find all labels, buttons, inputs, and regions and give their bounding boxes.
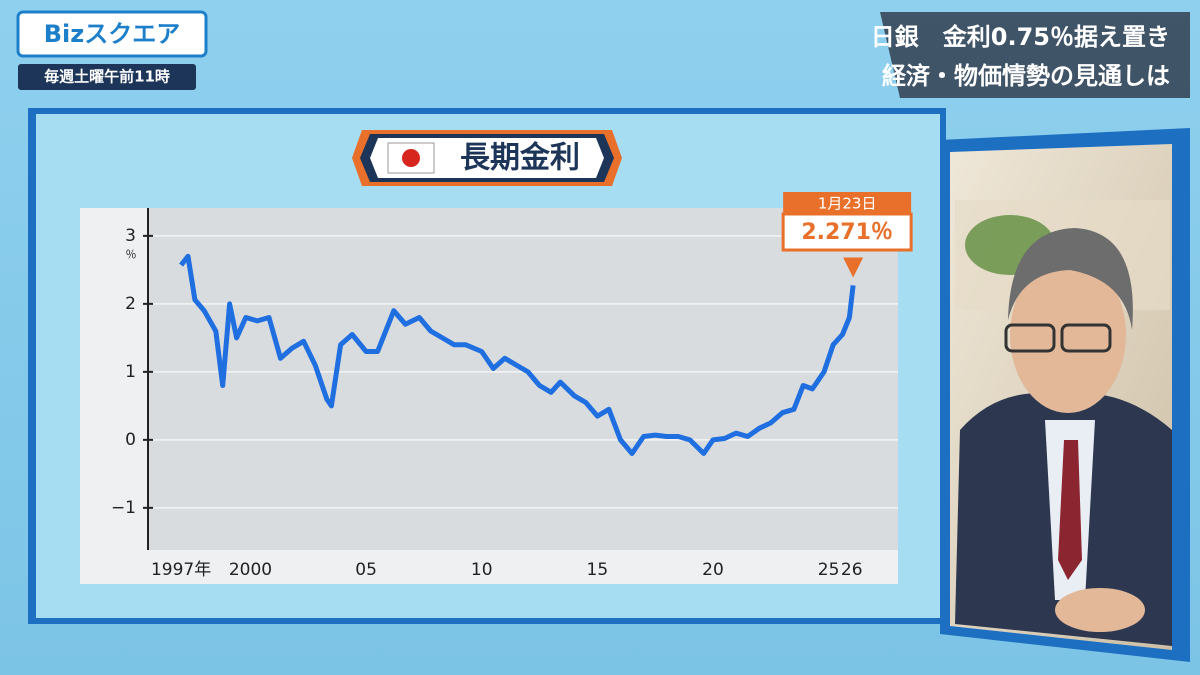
presenter-photo [940,128,1190,662]
chart-title-plate: 長期金利 [352,130,622,186]
schedule: 毎週土曜午前11時 [44,68,170,86]
callout-value: 2.271％ [801,220,893,245]
headline: 経済・物価情勢の見通しは [882,62,1170,90]
callout-body [781,212,913,252]
callout-head [783,192,912,214]
y-unit: ％ [126,248,137,261]
x-tick-label: 1997年 [151,560,211,580]
x-tick-label: 10 [471,560,493,580]
x-tick-label: 15 [587,560,609,580]
x-tick-label: 2000 [229,560,272,580]
plot-area [148,208,898,550]
y-tick-label: 2 [125,294,136,314]
logo: Bizスクエア 毎週土曜午前11時 [16,10,208,90]
x-tick-label: 05 [355,560,377,580]
callout-pointer [843,257,864,278]
data-line [179,253,856,456]
x-tick-label: 20 [702,560,724,580]
y-tick-label: 3 [125,226,136,246]
callout-date: 1月23日 [818,195,877,213]
y-tick-label: 1 [125,362,136,382]
headline: 日銀 金利0.75％据え置き [871,23,1170,51]
plot: −1 0 1 2 3 1997年 2000 05 10 15 20 25 26 1月23日 2.271％ [111,192,913,580]
x-tick-label: 26 [841,560,863,580]
chart-title: 長期金利 [460,141,580,176]
headline-box: 日銀 金利0.75％据え置き 経済・物価情勢の見通しは [871,12,1190,98]
callout: 1月23日 2.271％ [781,192,913,278]
y-tick-label: −1 [111,498,136,518]
y-tick-label: 0 [125,430,136,450]
logo-text: Bizスクエア [44,20,181,48]
x-tick-label: 25 [818,560,840,580]
